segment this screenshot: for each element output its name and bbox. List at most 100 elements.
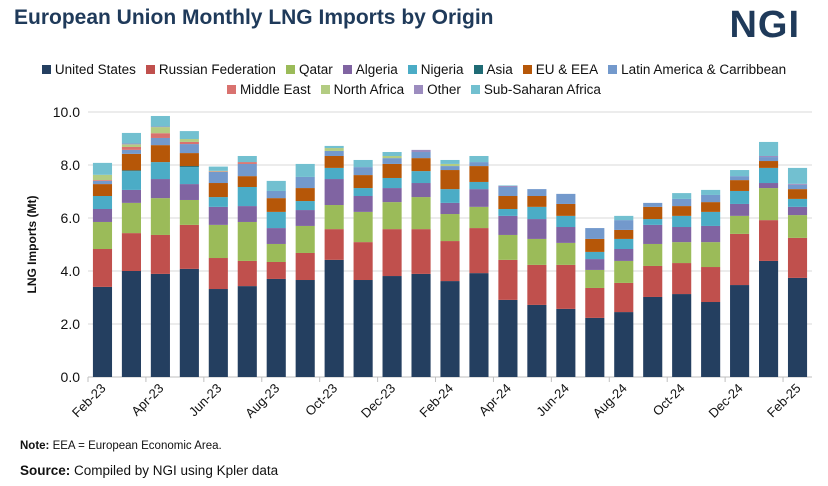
bar-segment-qatar	[150, 198, 170, 235]
bar-segment-united-states	[237, 286, 257, 377]
y-tick-label: 8.0	[61, 157, 81, 173]
bar-segment-latin-america-carribbean	[295, 176, 315, 189]
bar-segment-algeria	[556, 227, 576, 243]
legend-item: United States	[41, 62, 136, 77]
bar-segment-nigeria	[411, 171, 431, 184]
bar-segment-nigeria	[440, 189, 460, 203]
bar-segment-eu-eea	[527, 196, 547, 207]
bar-segment-nigeria	[585, 251, 605, 260]
bar-segment-north-africa	[121, 144, 141, 147]
x-tick-label: Oct-23	[302, 381, 340, 419]
bar-segment-sub-saharan-africa	[353, 159, 373, 168]
bar-segment-qatar	[92, 221, 113, 250]
bar-segment-eu-eea	[498, 196, 518, 209]
bar-segment-nigeria	[556, 215, 576, 228]
bar-segment-sub-saharan-africa	[150, 115, 170, 127]
bar-segment-middle-east	[179, 141, 199, 145]
bar-segment-russian-federation	[295, 252, 315, 281]
bar-segment-eu-eea	[266, 198, 286, 212]
bar-segment-nigeria	[730, 190, 750, 204]
legend-item: Qatar	[285, 62, 333, 77]
bar-segment-united-states	[556, 308, 576, 377]
bar-segment-russian-federation	[353, 242, 373, 281]
legend-swatch	[522, 65, 532, 74]
bar-segment-russian-federation	[179, 224, 199, 269]
bar-segment-latin-america-carribbean	[237, 163, 257, 177]
bar-segment-latin-america-carribbean	[353, 167, 373, 176]
bar-segment-eu-eea	[208, 183, 228, 198]
bar-segment-latin-america-carribbean	[469, 162, 489, 167]
bar-segment-eu-eea	[237, 176, 257, 187]
chart-legend: United States Russian Federation Qatar Alge…	[0, 62, 828, 102]
y-tick-label: 2.0	[61, 316, 81, 332]
bar-segment-nigeria	[266, 211, 286, 229]
bar-segment-united-states	[498, 299, 518, 377]
bar-segment-north-africa	[179, 139, 199, 142]
bar-segment-qatar	[730, 215, 750, 234]
bar-segment-russian-federation	[527, 264, 547, 305]
bar-segment-russian-federation	[787, 237, 808, 278]
ngi-logo: NGI	[729, 4, 800, 46]
bar-segment-qatar	[353, 211, 373, 243]
bar-segment-north-africa	[150, 127, 170, 134]
bar-segment-middle-east	[208, 171, 228, 172]
legend-label: Middle East	[240, 82, 311, 97]
bar-segment-nigeria	[787, 198, 808, 207]
bar-segment-russian-federation	[324, 229, 344, 260]
bar-segment-latin-america-carribbean	[324, 150, 344, 156]
bar-segment-qatar	[237, 221, 257, 261]
legend-swatch	[407, 65, 417, 74]
chart-title: European Union Monthly LNG Imports by Or…	[14, 6, 494, 29]
bar-segment-eu-eea	[382, 163, 402, 178]
bar-segment-other	[759, 155, 779, 158]
legend-item: Asia	[473, 62, 513, 77]
bar-segment-nigeria	[92, 196, 113, 209]
bar-segment-russian-federation	[614, 282, 634, 313]
bar-segment-latin-america-carribbean	[179, 144, 199, 154]
bar-segment-united-states	[353, 280, 373, 377]
bar-segment-united-states	[411, 273, 431, 377]
bar-segment-middle-east	[121, 146, 141, 150]
bar-segment-eu-eea	[469, 166, 489, 182]
bar-segment-eu-eea	[150, 145, 170, 163]
bar-segment-eu-eea	[411, 158, 431, 172]
bar-segment-sub-saharan-africa	[469, 155, 489, 163]
x-tick-label: Jun-23	[186, 381, 225, 420]
legend-label: Other	[427, 82, 461, 97]
legend-item: Algeria	[342, 62, 398, 77]
source-text: Compiled by NGI using Kpler data	[70, 463, 279, 478]
bar-segment-nigeria	[672, 215, 692, 228]
legend-row: United States Russian Federation Qatar Alge…	[0, 62, 828, 77]
legend-item: Sub-Saharan Africa	[470, 82, 601, 97]
bar-segment-qatar	[179, 199, 199, 225]
legend-swatch	[227, 85, 237, 94]
legend-item: EU & EEA	[522, 62, 598, 77]
bar-segment-qatar	[759, 188, 779, 221]
bar-segment-other	[121, 143, 141, 145]
bar-segment-qatar	[585, 269, 605, 288]
chart-source: Source: Compiled by NGI using Kpler data	[20, 463, 278, 478]
bar-segment-qatar	[295, 225, 315, 253]
bar-segment-middle-east	[150, 133, 170, 138]
bar-segment-russian-federation	[469, 228, 489, 274]
legend-item: Middle East	[227, 82, 311, 97]
bar-segment-nigeria	[643, 219, 663, 225]
bar-segment-sub-saharan-africa	[179, 131, 199, 140]
bar-segment-united-states	[759, 260, 779, 377]
bar-segment-qatar	[498, 234, 518, 260]
bar-segment-algeria	[672, 227, 692, 243]
bar-segment-sub-saharan-africa	[440, 159, 460, 164]
bar-segment-latin-america-carribbean	[498, 186, 518, 197]
bar-segment-sub-saharan-africa	[730, 170, 750, 177]
bar-segment-sub-saharan-africa	[208, 166, 228, 171]
bar-segment-qatar	[324, 205, 344, 230]
legend-item: Other	[414, 82, 461, 97]
bar-segment-qatar	[208, 224, 228, 259]
bar-segment-russian-federation	[643, 265, 663, 297]
bar-segment-nigeria	[237, 186, 257, 207]
bar-segment-sub-saharan-africa	[701, 189, 721, 195]
legend-label: United States	[54, 62, 136, 77]
y-tick-label: 0.0	[61, 369, 81, 385]
bar-segment-sub-saharan-africa	[382, 152, 402, 156]
